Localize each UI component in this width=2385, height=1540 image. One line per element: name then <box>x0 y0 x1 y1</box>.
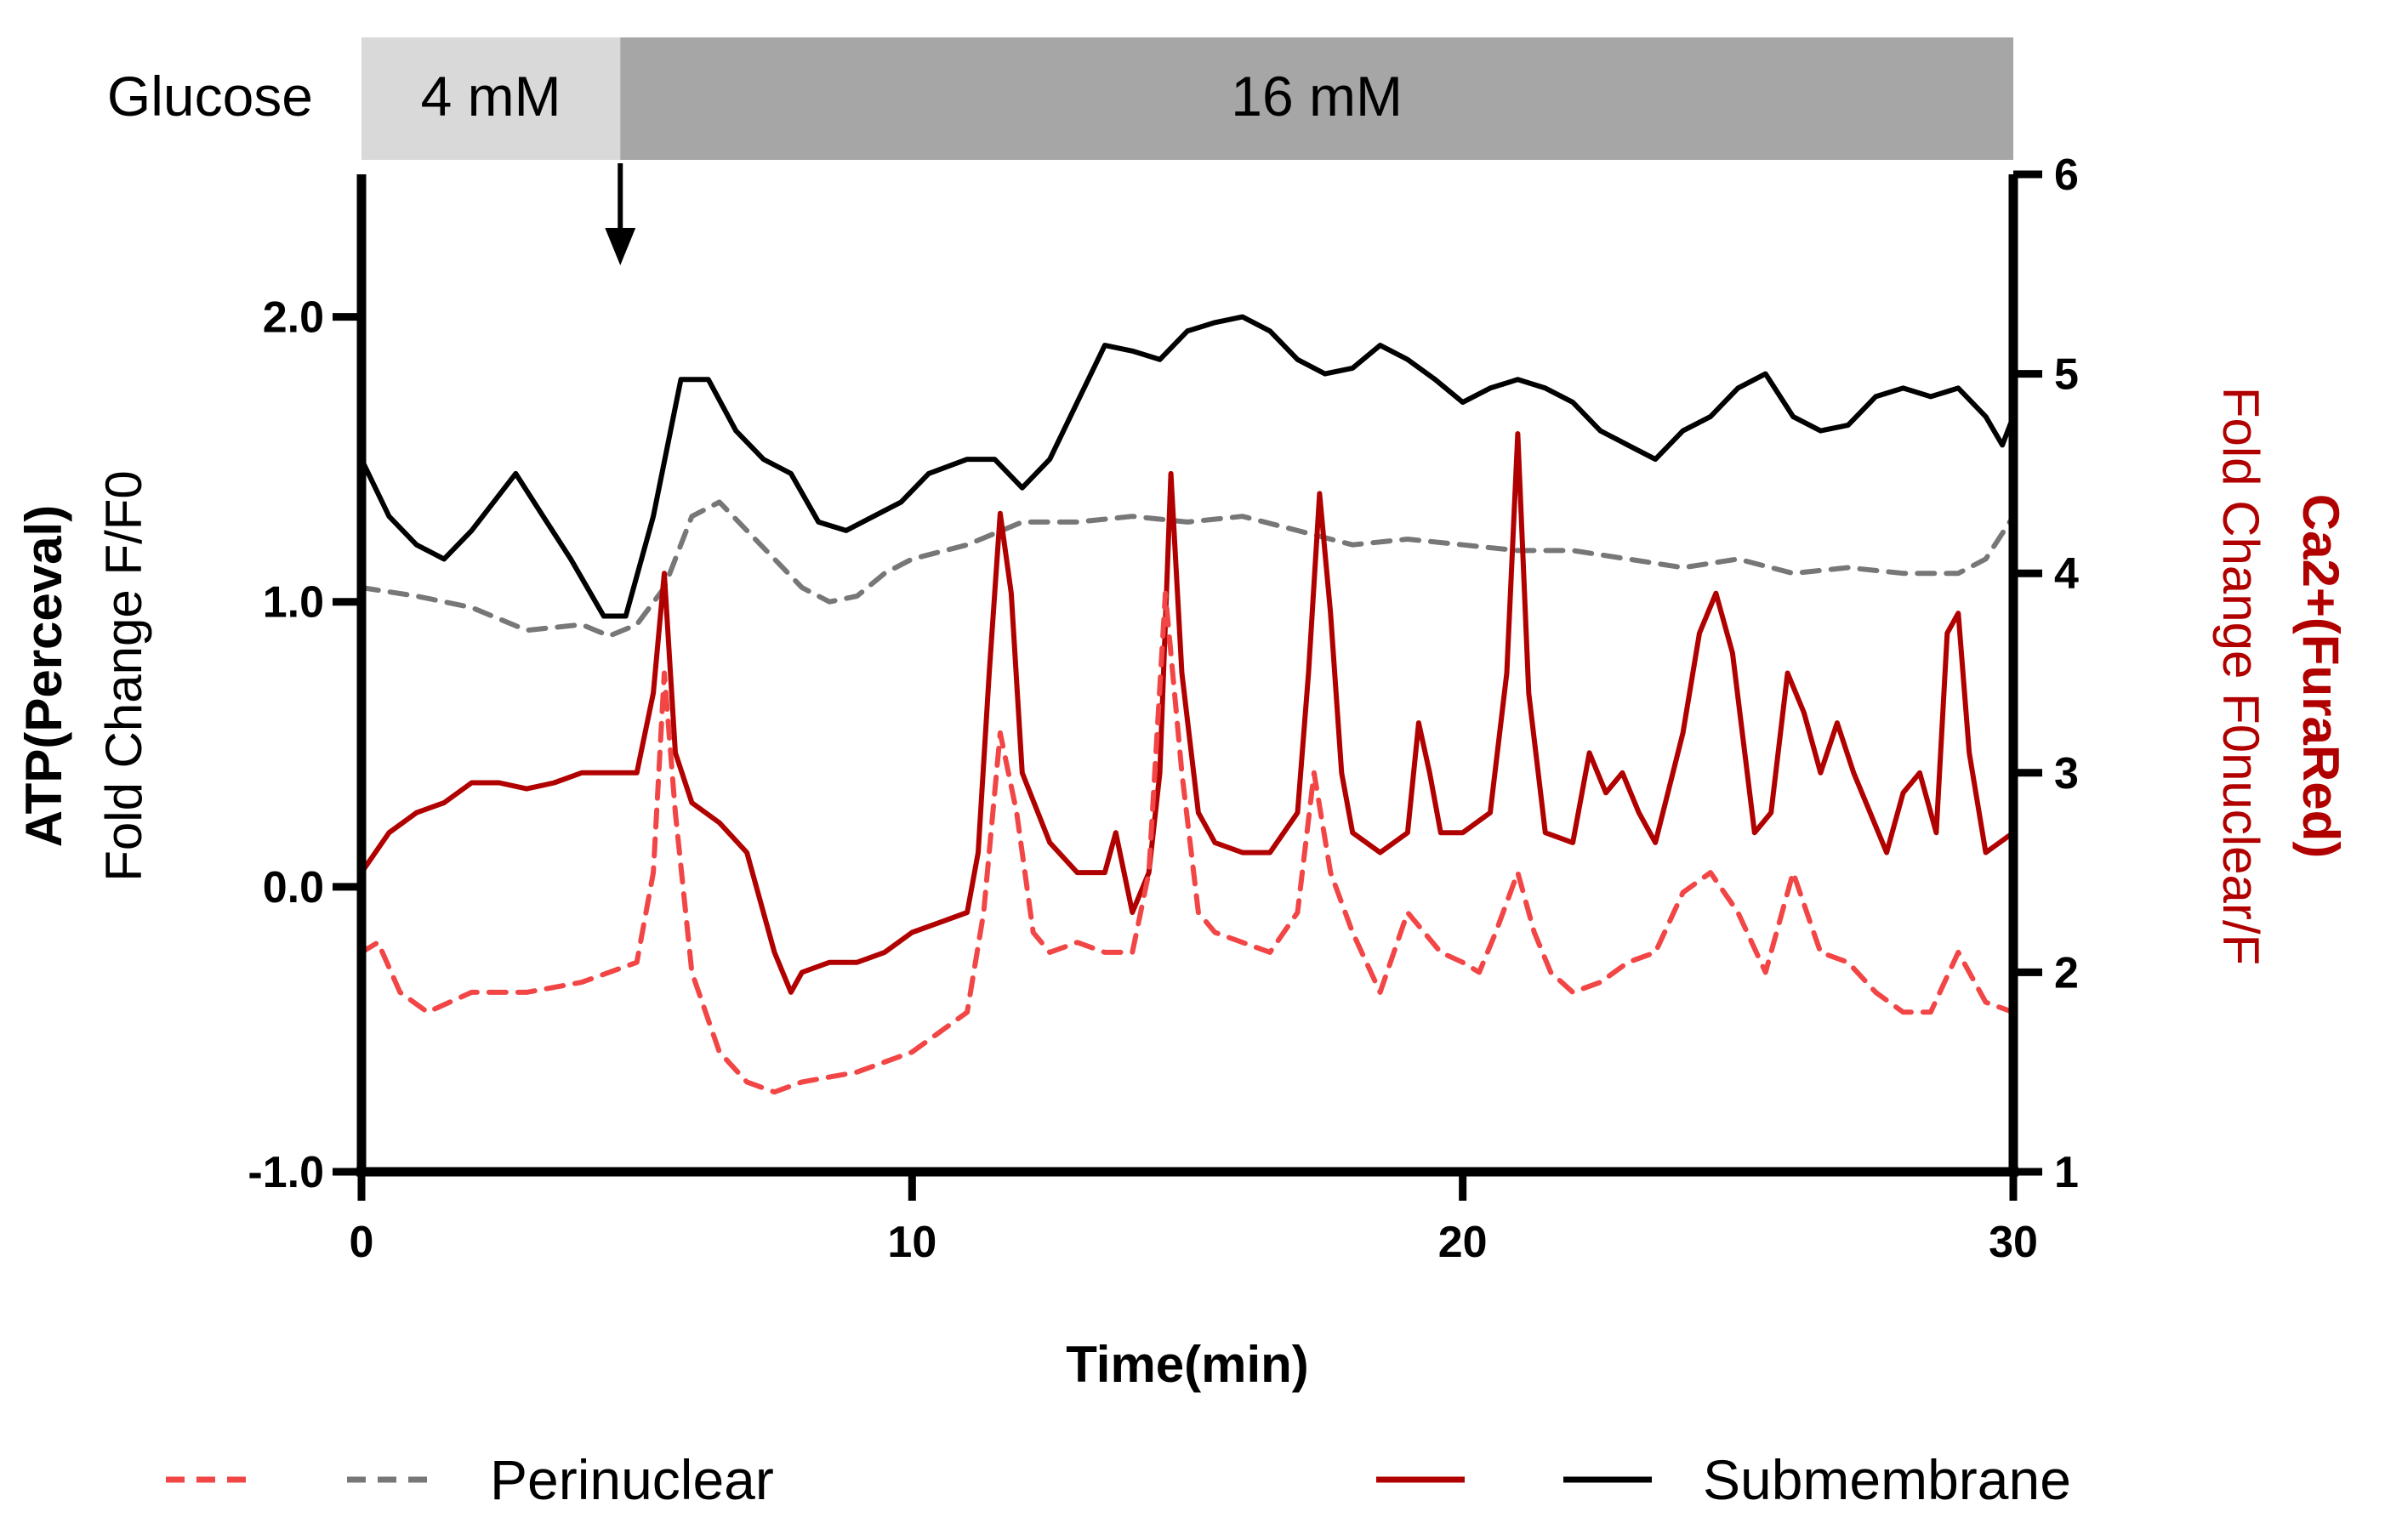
right-y-tick-label: 1 <box>2054 1148 2079 1197</box>
axes <box>356 174 2018 1177</box>
right-y-axis-title-normal: Fold Change F0nuclear/F <box>2212 387 2269 965</box>
left-y-axis-title-normal: Fold Change F/F0 <box>95 470 152 882</box>
right-y-axis-title-bold: Ca2+(FuraRed) <box>2292 494 2349 858</box>
x-ticks: 0 10 20 30 <box>350 1172 2038 1267</box>
left-y-tick-label: -1.0 <box>248 1148 324 1197</box>
x-axis-title: Time(min) <box>1066 1336 1309 1393</box>
glucose-switch-arrow <box>605 163 636 265</box>
left-y-axis-title-bold: ATP(Perceval) <box>15 505 72 847</box>
x-tick-label: 20 <box>1438 1218 1488 1267</box>
left-y-tick-label: 2.0 <box>263 293 324 343</box>
right-y-tick-label: 5 <box>2054 350 2079 400</box>
arrow-head <box>605 228 636 265</box>
legend-label-perinuclear: Perinuclear <box>490 1448 774 1511</box>
glucose-label: Glucose <box>107 65 313 128</box>
right-y-tick-label: 4 <box>2054 549 2079 599</box>
series-line-ca2-submembrane <box>359 431 2016 995</box>
left-y-axis-subtitle: Fold Change F/F0 <box>95 470 152 882</box>
left-y-tick-label: 1.0 <box>263 578 324 628</box>
right-y-axis-title: Ca2+(FuraRed) <box>2292 494 2349 858</box>
series-layer <box>359 314 2016 1095</box>
series-line-atp-submembrane <box>359 314 2016 619</box>
legend: Perinuclear Submembrane <box>166 1448 2071 1511</box>
x-tick-label: 30 <box>1989 1218 2038 1267</box>
left-y-tick-label: 0.0 <box>263 863 324 912</box>
glucose-segment-low <box>361 37 621 160</box>
right-y-tick-label: 2 <box>2054 948 2079 997</box>
right-y-axis-subtitle: Fold Change F0nuclear/F <box>2212 387 2269 965</box>
glucose-segment-high-label: 16 mM <box>1231 65 1403 128</box>
glucose-condition-bar: Glucose 4 mM 16 mM <box>107 37 2014 160</box>
legend-label-submembrane: Submembrane <box>1703 1448 2071 1511</box>
x-tick-label: 0 <box>350 1218 374 1267</box>
series-line-ca2-perinuclear <box>359 590 2016 1095</box>
x-tick-label: 10 <box>887 1218 936 1267</box>
glucose-segment-high <box>620 37 2014 160</box>
right-y-tick-label: 3 <box>2054 749 2079 798</box>
left-y-ticks: -1.0 0.0 1.0 2.0 <box>248 293 361 1197</box>
series-line-atp-perinuclear <box>359 499 2016 639</box>
right-y-ticks: 1 2 3 4 5 6 <box>2013 151 2079 1197</box>
left-y-axis-title: ATP(Perceval) <box>15 505 72 847</box>
right-y-tick-label: 6 <box>2054 151 2079 200</box>
glucose-segment-low-label: 4 mM <box>421 65 561 128</box>
